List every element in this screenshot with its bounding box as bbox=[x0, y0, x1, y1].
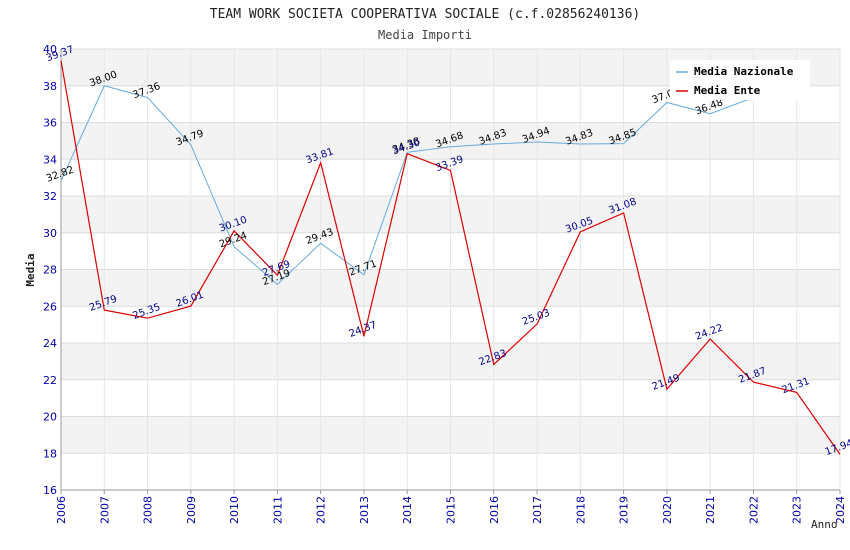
legend-label-nazionale: Media Nazionale bbox=[694, 65, 794, 78]
x-tick-label: 2018 bbox=[574, 496, 587, 524]
series-line-media-nazionale bbox=[60, 85, 754, 286]
x-tick-label: 2022 bbox=[747, 496, 760, 524]
x-tick-label: 2023 bbox=[791, 496, 804, 524]
y-tick-label: 20 bbox=[43, 411, 57, 424]
data-label-nazionale: 36.48 bbox=[694, 97, 725, 117]
data-label-ente: 24.37 bbox=[348, 320, 379, 340]
series-lines bbox=[60, 60, 841, 455]
legend-label-ente: Media Ente bbox=[694, 84, 761, 97]
y-tick-label: 32 bbox=[43, 190, 57, 203]
x-tick-label: 2021 bbox=[704, 496, 717, 524]
y-axis-label: Media bbox=[24, 253, 37, 286]
x-tick-label: 2013 bbox=[358, 496, 371, 524]
y-tick-label: 24 bbox=[43, 337, 57, 350]
y-tick-labels: 16 18 20 22 24 26 28 30 32 34 36 38 40 bbox=[43, 43, 57, 497]
chart-title: TEAM WORK SOCIETA COOPERATIVA SOCIALE (c… bbox=[210, 7, 640, 22]
y-tick-label: 28 bbox=[43, 264, 57, 277]
y-tick-label: 26 bbox=[43, 300, 57, 313]
x-tick-label: 2019 bbox=[618, 496, 631, 524]
legend: Media Nazionale Media Ente bbox=[670, 60, 810, 100]
data-label-nazionale: 32.82 bbox=[45, 165, 76, 185]
y-tick-label: 22 bbox=[43, 374, 57, 387]
axes bbox=[60, 49, 841, 494]
y-tick-label: 18 bbox=[43, 447, 57, 460]
x-tick-label: 2020 bbox=[661, 496, 674, 524]
x-tick-label: 2009 bbox=[185, 496, 198, 524]
x-tick-label: 2014 bbox=[401, 496, 414, 524]
y-tick-label: 34 bbox=[43, 153, 57, 166]
y-tick-label: 36 bbox=[43, 117, 57, 130]
x-tick-label: 2011 bbox=[271, 496, 284, 524]
chart-subtitle: Media Importi bbox=[378, 28, 472, 42]
y-tick-label: 30 bbox=[43, 227, 57, 240]
series-line-media-ente bbox=[60, 60, 841, 455]
x-tick-label: 2010 bbox=[228, 496, 241, 524]
y-tick-label: 38 bbox=[43, 80, 57, 93]
x-axis-label: Anno bbox=[811, 518, 838, 531]
x-tick-label: 2007 bbox=[98, 496, 111, 524]
x-tick-label: 2008 bbox=[142, 496, 155, 524]
grid-lines bbox=[60, 48, 841, 491]
legend-box bbox=[670, 60, 810, 100]
x-tick-label: 2012 bbox=[315, 496, 328, 524]
x-tick-labels: 2006 2007 2008 2009 2010 2011 2012 2013 2014 2015… bbox=[55, 496, 847, 524]
x-tick-label: 2016 bbox=[488, 496, 501, 524]
x-tick-label: 2024 bbox=[834, 496, 847, 524]
x-tick-label: 2006 bbox=[55, 496, 68, 524]
x-tick-label: 2015 bbox=[445, 496, 458, 524]
y-tick-label: 40 bbox=[43, 43, 57, 56]
x-tick-label: 2017 bbox=[531, 496, 544, 524]
y-tick-label: 16 bbox=[43, 484, 57, 497]
